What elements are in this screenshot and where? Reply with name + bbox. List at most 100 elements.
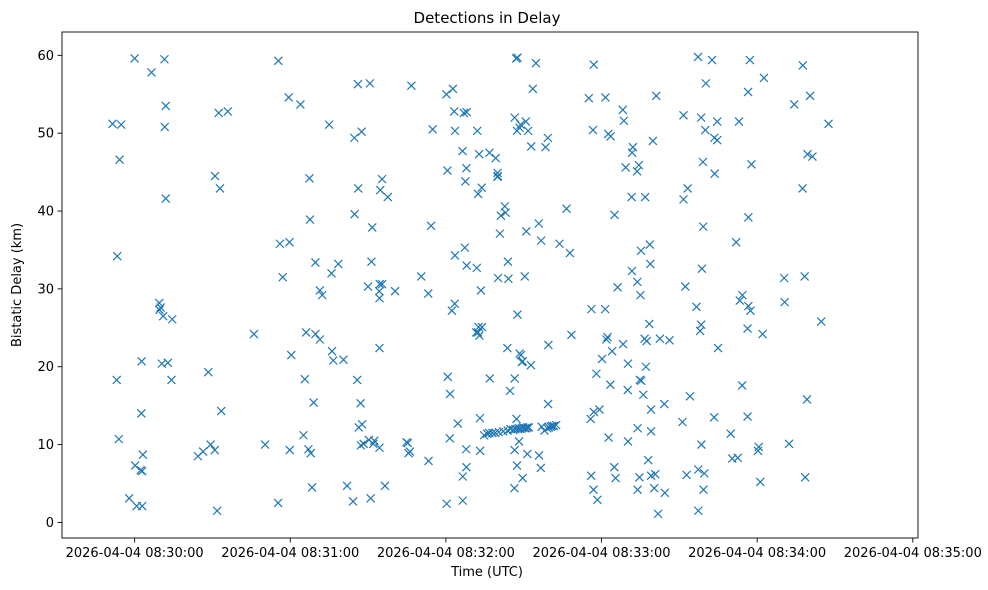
data-point <box>459 108 469 118</box>
data-point <box>472 263 482 273</box>
data-point <box>607 346 617 356</box>
data-point <box>108 119 118 129</box>
data-point <box>203 367 213 377</box>
data-point <box>461 462 471 472</box>
data-point <box>651 91 661 101</box>
data-point <box>693 52 703 62</box>
data-point <box>609 462 619 472</box>
data-point <box>565 248 575 258</box>
data-point <box>359 439 369 449</box>
data-point <box>600 304 610 314</box>
data-point <box>512 461 522 471</box>
data-point <box>589 60 599 70</box>
data-point <box>278 272 288 282</box>
data-point <box>759 73 769 83</box>
data-point <box>112 251 122 261</box>
data-point <box>510 373 520 383</box>
data-point <box>284 92 294 102</box>
data-point <box>551 420 561 430</box>
data-point <box>698 222 708 232</box>
data-point <box>501 208 510 218</box>
data-point <box>636 246 646 256</box>
data-point <box>365 78 375 88</box>
data-point <box>520 272 530 281</box>
data-point <box>350 209 360 219</box>
data-point <box>780 297 790 307</box>
data-point <box>679 110 688 120</box>
data-point <box>586 471 596 481</box>
x-tick-label: 2026-04-04 08:30:00 <box>66 546 204 561</box>
data-point <box>628 142 638 152</box>
data-point <box>697 264 707 274</box>
y-tick-label: 40 <box>37 205 54 220</box>
data-point <box>295 99 305 109</box>
data-point <box>477 183 487 193</box>
data-point <box>680 282 690 291</box>
data-point <box>713 343 723 353</box>
data-point <box>682 470 692 480</box>
data-point <box>555 239 564 249</box>
data-point <box>375 279 385 289</box>
data-point <box>357 419 367 429</box>
data-point <box>537 422 547 432</box>
data-point <box>513 53 522 63</box>
data-point <box>640 334 650 344</box>
data-point <box>743 212 753 222</box>
data-point <box>712 135 722 145</box>
data-point <box>512 414 521 424</box>
data-point <box>155 305 164 315</box>
data-point <box>543 340 553 350</box>
data-point <box>627 192 637 202</box>
data-point <box>461 163 471 173</box>
data-point <box>802 395 812 404</box>
data-point <box>610 210 619 220</box>
data-point <box>375 293 384 303</box>
data-point <box>643 455 653 465</box>
data-point <box>115 155 125 165</box>
data-point <box>698 157 708 167</box>
data-point <box>215 184 225 193</box>
data-point <box>592 495 602 505</box>
data-point <box>509 483 519 493</box>
data-point <box>493 168 502 178</box>
data-point <box>473 189 483 199</box>
data-point <box>515 123 524 133</box>
data-point <box>472 126 482 136</box>
data-point <box>390 286 400 296</box>
data-point <box>700 125 710 135</box>
data-point <box>327 268 336 278</box>
data-point <box>404 448 413 458</box>
data-point <box>453 419 463 428</box>
data-point <box>516 120 526 130</box>
data-point <box>450 250 460 260</box>
data-point <box>158 311 168 321</box>
data-point <box>633 485 643 495</box>
data-point <box>305 215 315 225</box>
data-point <box>328 356 338 365</box>
data-point <box>746 306 755 316</box>
data-point <box>448 84 458 94</box>
data-point <box>285 237 294 247</box>
chart-title: Detections in Delay <box>414 9 561 27</box>
data-point <box>685 391 695 401</box>
data-point <box>462 261 472 270</box>
data-point <box>653 509 663 519</box>
data-point <box>112 375 122 385</box>
data-point <box>366 493 376 503</box>
data-point <box>461 444 471 454</box>
data-point <box>678 417 687 427</box>
x-axis: 2026-04-04 08:30:00 2026-04-04 08:31:00 20… <box>66 538 982 561</box>
data-point <box>353 79 363 89</box>
data-point <box>493 273 503 283</box>
y-tick-label: 50 <box>37 127 54 142</box>
data-point <box>156 303 165 312</box>
x-tick-label: 2026-04-04 08:32:00 <box>377 546 515 561</box>
data-point <box>450 126 460 136</box>
data-point <box>621 163 631 172</box>
data-point <box>510 445 520 455</box>
data-point <box>646 405 656 414</box>
data-point <box>406 81 416 91</box>
data-point <box>683 184 693 193</box>
data-point <box>458 472 468 481</box>
data-point <box>375 443 384 453</box>
